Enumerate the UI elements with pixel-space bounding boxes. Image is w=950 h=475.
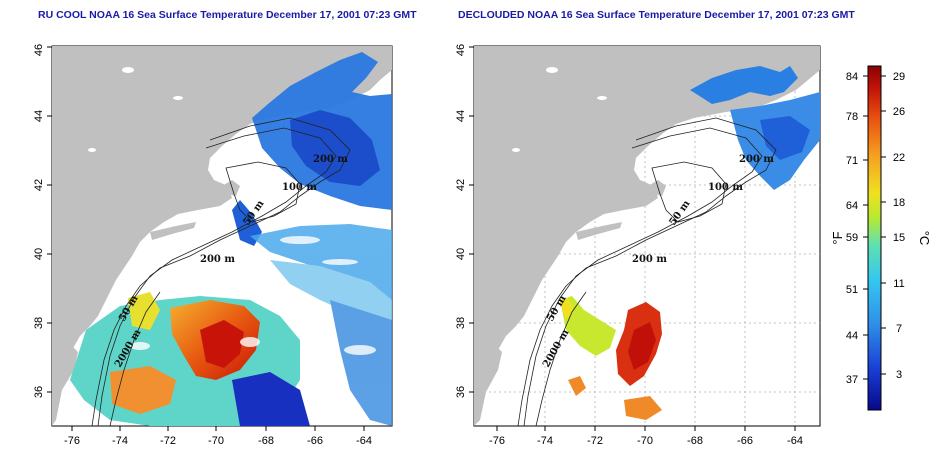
x-tick-right-3: -70 [637,435,653,447]
contour-label-right-4: 200 m [632,254,667,265]
f-tick-3: 64 [846,200,858,212]
x-tick-left-1: -74 [112,435,128,447]
sst-warm-yellow-right [560,296,616,356]
panel-title-left: RU COOL NOAA 16 Sea Surface Temperature … [38,9,417,21]
sst-orange-south-right [568,376,662,420]
f-tick-0: 84 [846,71,858,83]
f-tick-2: 71 [846,155,858,167]
f-tick-6: 44 [846,330,858,342]
c-tick-2: 22 [893,152,905,164]
axis-ticks-right [469,46,796,431]
sst-warm-south-left [110,366,176,414]
contour-label-left-1: 200 m [313,154,348,165]
axis-ticks-left [47,46,365,431]
x-tick-labels-left: -76 -74 -72 -70 -68 -66 -64 [64,435,372,447]
x-tick-right-1: -74 [537,435,553,447]
x-tick-left-4: -68 [258,435,274,447]
x-tick-left-5: -66 [307,435,323,447]
y-tick-right-1: 38 [455,317,467,329]
lake-2-right [597,96,607,100]
fahrenheit-unit-label: °F [830,231,845,244]
c-tick-0: 29 [893,71,905,83]
y-tick-left-2: 40 [33,248,45,260]
x-tick-right-4: -68 [687,435,703,447]
lake-3-left [88,148,96,152]
x-tick-right-6: -64 [787,435,803,447]
long-island-right [576,222,622,240]
x-tick-right-5: -66 [737,435,753,447]
f-tick-5: 51 [846,284,858,296]
delmarva-left [52,344,78,426]
y-tick-right-0: 36 [455,386,467,398]
lake-1-left [122,67,134,73]
colorbar-ticks [863,75,886,380]
cape-cod-left [222,180,240,196]
x-tick-left-3: -70 [208,435,224,447]
sst-hot-core-left [200,320,244,368]
y-tick-right-5: 46 [455,44,467,56]
c-tick-3: 18 [893,197,905,209]
x-tick-left-0: -76 [64,435,80,447]
x-tick-left-2: -72 [160,435,176,447]
y-tick-left-5: 46 [33,44,45,56]
y-tick-labels-right: 36 38 40 42 44 46 [455,44,467,398]
c-tick-4: 15 [893,232,905,244]
f-tick-7: 37 [846,374,858,386]
fahrenheit-tick-labels: 84 78 71 64 59 51 44 37 [846,71,858,386]
sst-cold-core-left [290,110,380,186]
contour-label-left-2: 100 m [282,182,317,193]
long-island-left [150,222,196,240]
y-tick-right-2: 40 [455,248,467,260]
cloud-flecks-left [130,236,376,384]
y-tick-left-0: 36 [33,386,45,398]
panel-title-right: DECLOUDED NOAA 16 Sea Surface Temperatur… [458,9,855,21]
map-panel-right: 200 m 100 m 50 m 200 m 50 m 2000 m -76 -… [455,44,821,447]
land-mass-right [474,46,820,382]
lake-3-right [512,148,520,152]
y-tick-left-3: 42 [33,179,45,191]
x-tick-labels-right: -76 -74 -72 -70 -68 -66 -64 [489,435,803,447]
sst-offshore-patches-left [250,224,392,426]
y-tick-labels-left: 36 38 40 42 44 46 [33,44,45,398]
y-tick-right-4: 44 [455,110,467,122]
bathymetry-contours-right [517,117,777,426]
sst-yellow-band-right [560,298,574,320]
f-tick-1: 78 [846,111,858,123]
y-tick-left-4: 44 [33,110,45,122]
sst-deep-blue-left [232,372,310,426]
c-tick-1: 26 [893,106,905,118]
sst-cold-patch-right-1 [690,66,798,104]
colorbar-gradient [867,65,882,411]
celsius-tick-labels: 29 26 22 18 15 11 7 3 [893,71,905,381]
sst-cold-patch-right-3 [760,116,810,160]
y-tick-right-3: 42 [455,179,467,191]
bathymetry-contours-left [91,117,351,426]
c-tick-7: 3 [896,369,902,381]
y-tick-left-1: 38 [33,317,45,329]
celsius-unit-label: °C [917,231,932,246]
sst-yellow-band-left [128,292,160,330]
f-tick-4: 59 [846,232,858,244]
x-tick-right-0: -76 [489,435,505,447]
contour-label-right-2: 100 m [708,182,743,193]
colorbar: 84 78 71 64 59 51 44 37 29 26 22 18 15 1… [830,65,932,411]
contour-label-left-4: 200 m [200,254,235,265]
contour-label-right-1: 200 m [739,154,774,165]
c-tick-5: 11 [893,278,904,290]
land-mass-left [52,46,392,380]
lake-2-left [173,96,183,100]
c-tick-6: 7 [896,323,902,335]
sst-hot-core-right [628,322,656,370]
x-tick-left-6: -64 [356,435,372,447]
delmarva-right [474,344,502,426]
sst-cold-channel-left [232,200,262,246]
cape-cod-right [648,180,666,196]
lake-1-right [546,67,558,73]
map-panel-left: 200 m 100 m 50 m 200 m 50 m 2000 m -76 -… [33,44,393,447]
x-tick-right-2: -72 [587,435,603,447]
